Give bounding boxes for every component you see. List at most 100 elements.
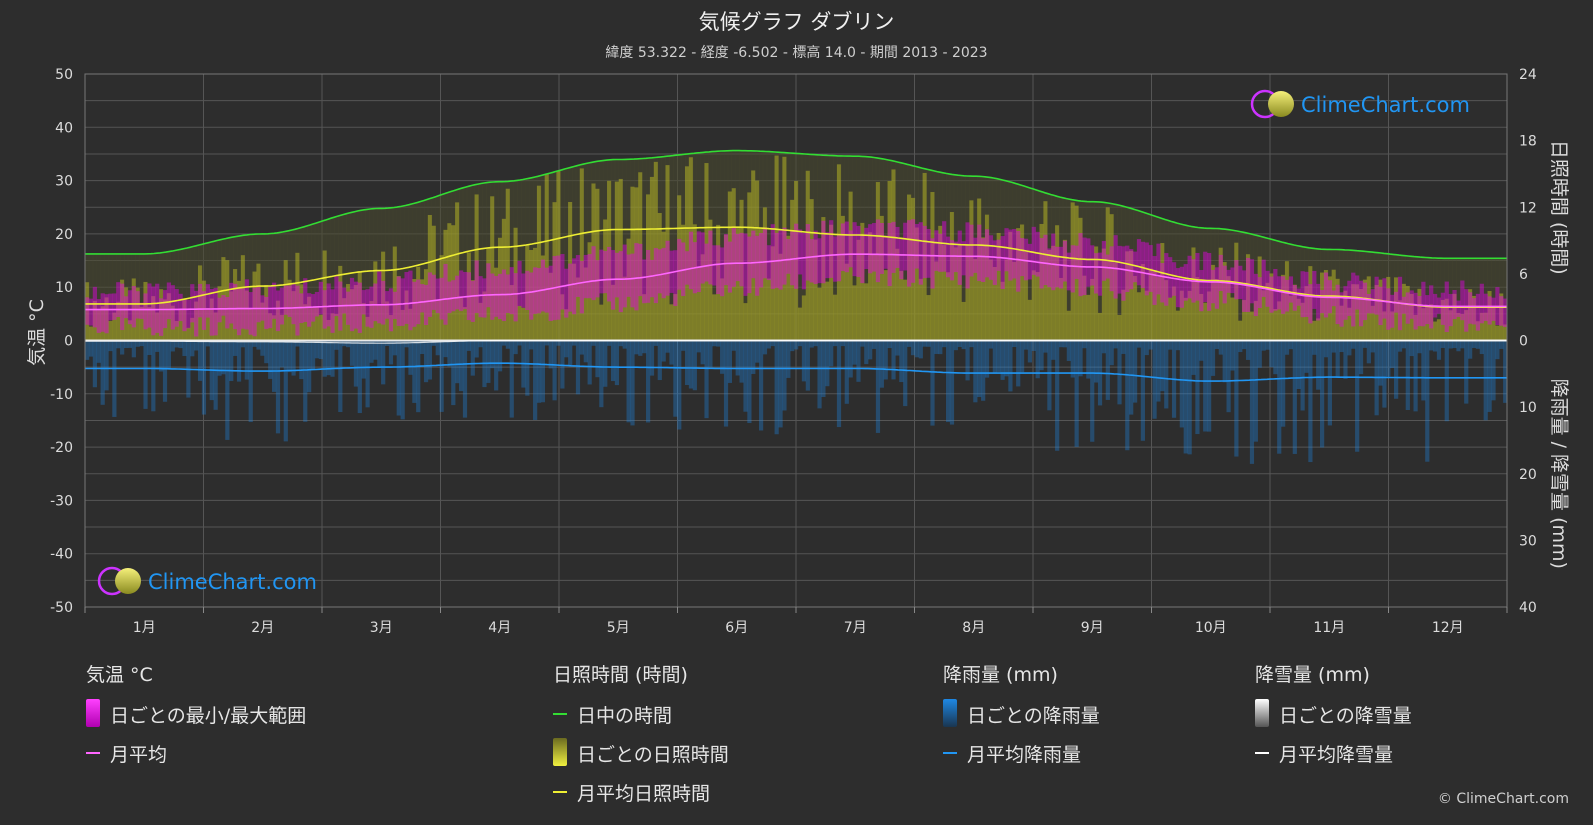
daily-sunshine-bar <box>427 214 433 341</box>
daily-sunshine-bar <box>1316 318 1321 341</box>
daylight-day <box>852 156 857 341</box>
daylight-day <box>1129 208 1134 341</box>
daily-temp-range-bar <box>649 259 655 298</box>
daylight-day <box>1203 228 1208 341</box>
daily-rain-bar <box>930 340 935 426</box>
legend-temperature: 気温 °C 日ごとの最小/最大範囲 月平均 <box>86 660 306 779</box>
daily-sunshine-bar <box>1436 319 1442 341</box>
daylight-day <box>575 165 581 341</box>
legend-item-temp-range: 日ごとの最小/最大範囲 <box>86 699 306 740</box>
daylight-day <box>513 180 518 341</box>
daily-rain-bar <box>1335 340 1340 378</box>
daylight-day <box>587 162 592 341</box>
daylight-day <box>638 158 643 341</box>
daily-rain-bar <box>895 340 900 356</box>
daily-sunshine-bar <box>899 270 904 341</box>
daily-sunshine-bar <box>731 188 736 341</box>
daylight-day <box>568 167 573 341</box>
daylight-day <box>1179 224 1184 341</box>
daily-sunshine-bar <box>1456 313 1461 341</box>
daily-temp-range-bar <box>112 293 117 320</box>
daily-rain-bar <box>568 340 573 366</box>
daylight-day <box>186 247 191 341</box>
daily-rain-bar <box>1086 340 1091 379</box>
daylight-day <box>1323 249 1329 341</box>
daily-sunshine-bar <box>287 279 292 341</box>
daily-temp-range-bar <box>1210 269 1216 304</box>
daily-rain-bar <box>914 340 920 358</box>
daylight-day <box>303 226 308 341</box>
daily-sunshine-bar <box>1175 310 1181 341</box>
daily-rain-bar <box>334 340 339 350</box>
daylight-day <box>657 157 662 341</box>
daylight-day <box>1425 257 1430 341</box>
daily-temp-range-bar <box>731 227 736 287</box>
daily-temp-range-bar <box>1125 245 1130 292</box>
daylight-day <box>404 205 409 341</box>
daily-rain-bar <box>392 340 397 356</box>
daily-sunshine-bar <box>1249 311 1255 341</box>
daylight-day <box>646 158 651 341</box>
daily-rain-bar <box>1351 340 1356 349</box>
daily-temp-range-bar <box>174 288 179 327</box>
daily-sunshine-bar <box>123 287 129 341</box>
x-tick-label: 7月 <box>844 620 867 636</box>
daily-sunshine-bar <box>1413 314 1418 341</box>
daily-temp-range-bar <box>766 245 771 281</box>
daylight-day <box>856 156 861 341</box>
daily-temp-range-bar <box>108 293 113 321</box>
daily-sunshine-bar <box>786 235 791 341</box>
daylight-day <box>201 243 207 341</box>
daily-sunshine-bar <box>334 313 339 341</box>
daily-rain-bar <box>1487 340 1492 412</box>
daily-rain-bar <box>1370 340 1375 353</box>
daily-rain-bar <box>338 340 343 413</box>
daylight-day <box>708 151 713 341</box>
daily-sunshine-bar <box>1374 284 1379 341</box>
daily-rain-bar <box>466 340 471 351</box>
daily-rain-bar <box>817 340 822 409</box>
daily-sunshine-bar <box>657 213 662 341</box>
daily-rain-bar <box>1483 340 1488 421</box>
daily-temp-range-bar <box>1062 240 1068 282</box>
daily-temp-range-bar <box>751 230 756 279</box>
daily-sunshine-bar <box>1070 202 1075 341</box>
daily-rain-bar <box>1292 340 1297 454</box>
legend-header-snow: 降雪量 (mm) <box>1255 664 1370 686</box>
daily-rain-bar <box>583 340 588 363</box>
daylight-day <box>462 187 468 341</box>
daylight-day <box>1222 229 1227 341</box>
daily-sunshine-bar <box>1105 207 1110 341</box>
daily-sunshine-bar <box>860 222 865 341</box>
daily-rain-bar <box>381 340 386 385</box>
daily-sunshine-bar <box>540 255 546 341</box>
daylight-day <box>299 227 304 341</box>
daily-rain-bar <box>1230 340 1235 371</box>
legend-label: 月平均 <box>110 744 168 766</box>
daily-rain-bar <box>1125 340 1130 451</box>
daylight-day <box>1409 256 1414 341</box>
daily-sunshine-bar <box>1394 277 1399 341</box>
daylight-day <box>1226 229 1231 341</box>
daily-temp-range-bar <box>688 231 694 290</box>
daily-temp-range-bar <box>809 239 814 283</box>
daily-temp-range-bar <box>166 282 172 320</box>
daylight-day <box>735 150 740 341</box>
daylight-day <box>809 154 814 341</box>
daily-sunshine-bar <box>342 298 347 341</box>
daily-sunshine-bar <box>112 312 117 341</box>
daily-sunshine-bar <box>1432 321 1438 341</box>
y-right-sun-tick-label: 18 <box>1519 134 1537 150</box>
daily-rain-bar <box>529 340 534 350</box>
daily-temp-range-bar <box>704 243 709 282</box>
daily-rain-bar <box>229 340 234 382</box>
daylight-day <box>1327 249 1332 341</box>
daily-rain-bar <box>1144 340 1149 356</box>
daylight-day <box>170 250 175 341</box>
daily-sunshine-bar <box>1171 286 1177 341</box>
daily-sunshine-bar <box>268 313 273 341</box>
daily-sunshine-bar <box>85 282 90 341</box>
daily-temp-range-bar <box>1269 276 1274 313</box>
daily-temp-range-bar <box>1499 296 1504 326</box>
daily-temp-range-bar <box>1004 228 1009 272</box>
